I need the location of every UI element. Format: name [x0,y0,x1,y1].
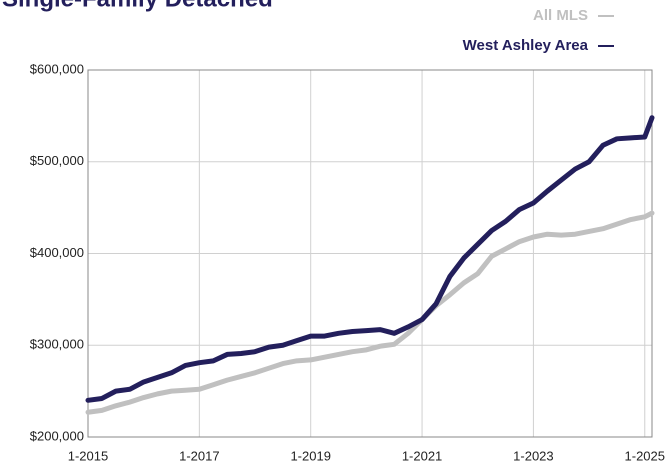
legend-label: All MLS [533,7,588,24]
plot-frame [87,69,653,438]
y-tick-label: $500,000 [30,153,84,168]
x-tick-label: 1-2015 [68,448,108,463]
x-tick-label: 1-2019 [290,448,330,463]
y-tick-label: $200,000 [30,428,84,443]
y-tick-label: $300,000 [30,337,84,352]
series-line [85,115,655,403]
series-line [85,210,655,415]
chart-title: Single-Family Detached [2,0,273,12]
legend-label: West Ashley Area [463,37,589,54]
y-tick-label: $400,000 [30,245,84,260]
x-tick-label: 1-2023 [513,448,553,463]
x-tick-label: 1-2017 [179,448,219,463]
x-tick-label: 1-2021 [402,448,442,463]
y-tick-label: $600,000 [30,61,84,76]
x-tick-label: 1-2025 [625,448,665,463]
